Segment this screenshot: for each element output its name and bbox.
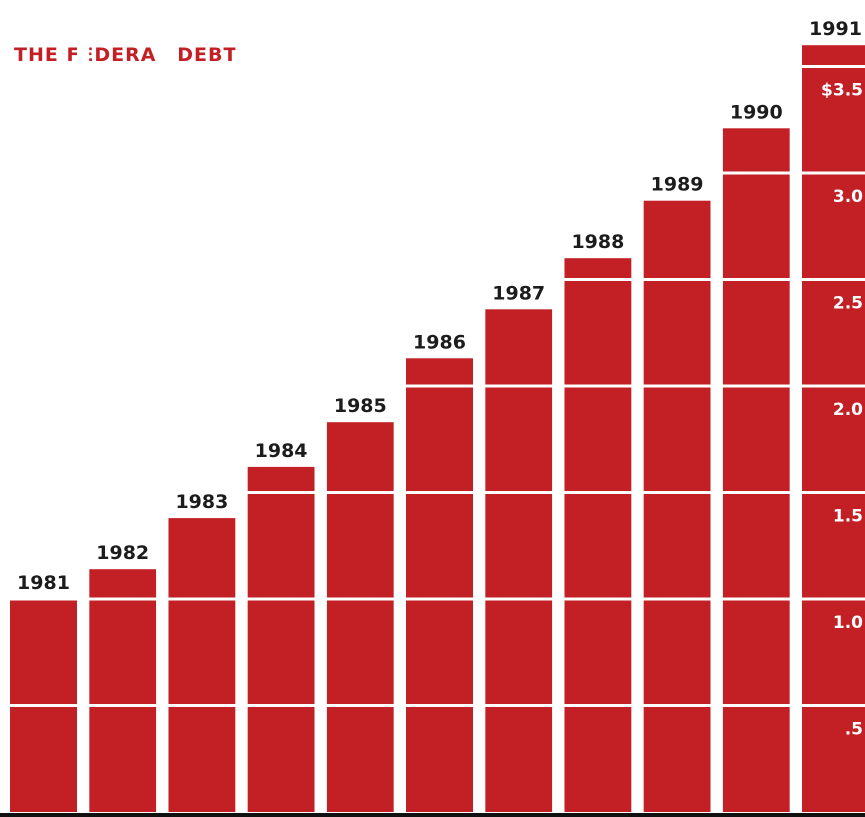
gridline-1.0 [0,597,865,601]
tick-label-1.0: 1.0 [833,613,863,633]
bar-gap [552,0,565,812]
bar-gap [473,0,486,812]
tick-label-2.0: 2.0 [833,400,863,420]
bar-1988 [564,258,632,812]
bar-1984 [247,466,315,812]
bar-gap [156,0,169,812]
bar-gap [631,0,644,812]
gridline-3.5 [0,65,865,68]
bar-gap [393,0,406,812]
year-label-1985: 1985 [334,395,387,417]
tick-label-3.0: 3.0 [833,187,863,207]
gridline-3.0 [0,171,865,175]
bar-gap [314,0,327,812]
baseline [0,813,865,817]
tick-label-.5: .5 [845,720,863,740]
gridline-.5 [0,704,865,707]
bar-1985 [326,422,394,812]
year-label-1986: 1986 [413,331,466,353]
bar-1987 [485,309,553,812]
bar-1983 [168,518,236,812]
chart-title: THE FEDERAL DEBT [14,44,237,66]
year-label-1990: 1990 [730,101,783,123]
left-margin [0,0,10,812]
tick-labels-group: .5 1.0 1.5 2.0 2.5 3.0 $3.5 [821,81,863,740]
bar-1991 [802,45,865,812]
gridline-2.0 [0,384,865,388]
year-label-1988: 1988 [571,231,624,253]
bars-group [10,45,865,813]
bar-gap [235,0,248,812]
bar-gap [789,0,802,812]
tick-label-2.5: 2.5 [833,294,863,314]
year-label-1984: 1984 [255,440,308,462]
bar-1986 [406,358,473,812]
bar-gap [77,0,90,812]
tick-label-1.5: 1.5 [833,507,863,527]
bar-gap [710,0,723,812]
year-label-1981: 1981 [17,572,70,594]
year-label-1983: 1983 [175,491,228,513]
gridline-1.5 [0,491,865,494]
year-label-1991: 1991 [809,18,862,40]
year-labels-group: 1981 1982 1983 1984 1985 1986 1987 1988 1989 1990… [17,18,862,594]
bar-1990 [722,128,790,813]
tick-label-3.5: $3.5 [821,81,863,101]
bar-1989 [643,200,711,812]
year-label-1989: 1989 [651,174,704,196]
bar-1982 [89,569,157,812]
year-label-1987: 1987 [492,282,545,304]
gridline-2.5 [0,278,865,281]
year-label-1982: 1982 [96,542,149,564]
